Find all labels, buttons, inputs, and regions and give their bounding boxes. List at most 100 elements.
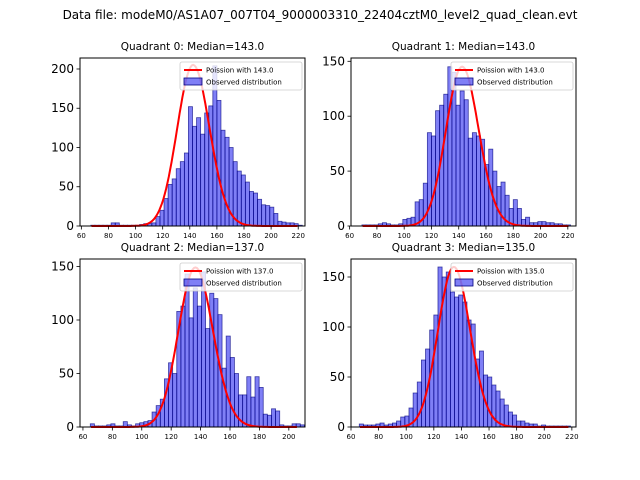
x-tick-label: 120 [156,232,169,240]
histogram-bar [163,198,169,227]
histogram-bar [437,266,443,428]
x-tick-label: 100 [400,433,413,441]
histogram-bar [266,414,272,428]
x-tick-label: 160 [223,433,236,441]
histogram-bar [183,152,189,227]
legend-box [450,61,574,91]
histogram-bar [487,376,493,428]
histogram-bar [175,168,181,227]
histogram-bar [216,99,222,227]
histogram-bar [192,287,198,428]
histogram-bar [246,376,252,428]
histogram-bar [467,137,473,227]
y-tick-label: 150 [51,101,74,115]
histogram-bar [420,359,426,428]
subplot-title: Quadrant 3: Median=135.0 [392,242,535,254]
y-tick-label: 100 [322,109,345,123]
histogram-bar [443,93,449,227]
histogram-bar [250,396,256,428]
histogram-bar [179,161,185,227]
histogram-bar [196,117,202,227]
subplot-quadrant-2: Quadrant 2: Median=137.0 60 80 100 120 140 160… [51,242,306,441]
subplot-quadrant-1: Quadrant 1: Median=143.0 60 80 100 120 140 160… [322,41,577,240]
y-tick-label: 0 [66,420,74,434]
x-tick-label: 160 [210,232,223,240]
histogram-bar [184,273,190,428]
histogram-bar [229,357,235,428]
subplot-quadrant-0: Quadrant 0: Median=143.0 60 80 100 120 140 160… [51,41,306,240]
histogram-bar [172,373,178,428]
histogram-bar [265,205,271,227]
axes-frame [350,57,577,227]
histogram-bar [459,90,465,227]
histogram-bar [180,305,186,428]
legend-label-observed: Observed distribution [206,280,282,288]
subplot-quadrant-3: Quadrant 3: Median=135.0 60 80 100 120 140 160… [322,242,578,441]
histogram-bar [463,99,469,227]
legend-label-observed: Observed distribution [477,79,553,87]
x-tick-label: 60 [77,232,86,240]
histogram-bar [503,404,509,428]
x-tick-label: 160 [482,433,495,441]
legend-label-poisson: Poission with 143.0 [477,67,545,75]
histogram-bar [447,66,453,227]
subplot-title: Quadrant 1: Median=143.0 [392,41,535,53]
legend-bar-swatch [183,77,203,86]
histogram-bar [257,198,263,227]
histogram-bar [244,181,250,227]
histogram-bar [507,411,513,428]
x-tick-label: 120 [425,232,438,240]
x-tick-label: 220 [565,433,578,441]
y-tick-label: 50 [59,180,74,194]
histogram-bar [167,183,173,227]
histogram-bar [201,271,206,428]
histogram-bar [271,408,276,428]
histogram-bar [213,298,219,428]
histogram-bar [512,414,518,428]
histogram-bar [192,125,197,227]
x-tick-label: 220 [561,232,574,240]
y-tick-label: 150 [322,270,345,284]
legend: Poission with 135.0 Observed distribution [450,262,574,292]
histogram-bar [253,192,258,227]
histogram-bars [90,65,303,227]
histogram-bar [449,291,455,428]
histogram-bar [204,112,210,227]
x-tick-label: 140 [194,433,207,441]
x-tick-label: 220 [292,232,305,240]
x-tick-label: 140 [455,433,468,441]
x-tick-label: 140 [183,232,196,240]
x-tick-label: 200 [534,232,547,240]
histogram-bars [361,66,571,227]
legend-label-poisson: Poission with 135.0 [477,268,545,276]
legend-bar-swatch [454,278,474,287]
histogram-bar [188,106,193,227]
y-tick-label: 50 [59,366,74,380]
x-tick-label: 100 [129,232,142,240]
histogram-bar [445,271,451,428]
legend-box [450,262,574,292]
histogram-bars [89,271,305,428]
histogram-bar [462,301,468,428]
x-tick-label: 80 [108,433,117,441]
histogram-bar [249,191,254,227]
legend: Poission with 143.0 Observed distribution [450,61,574,91]
x-tick-label: 60 [347,433,356,441]
histogram-bar [496,186,502,227]
legend-box [179,262,303,292]
histogram-bar [516,208,522,227]
histogram-bar [236,170,242,227]
histogram-bar [188,317,194,428]
histogram-bar [455,104,461,227]
x-tick-label: 60 [78,433,87,441]
x-tick-label: 160 [479,232,492,240]
x-tick-label: 80 [374,433,383,441]
y-tick-label: 150 [322,54,345,68]
subplot-title: Quadrant 0: Median=143.0 [121,41,264,53]
x-tick-label: 200 [264,232,277,240]
histogram-bar [254,376,260,428]
histogram-bar [422,182,428,227]
histogram-bar [416,381,422,428]
x-tick-label: 120 [427,433,440,441]
